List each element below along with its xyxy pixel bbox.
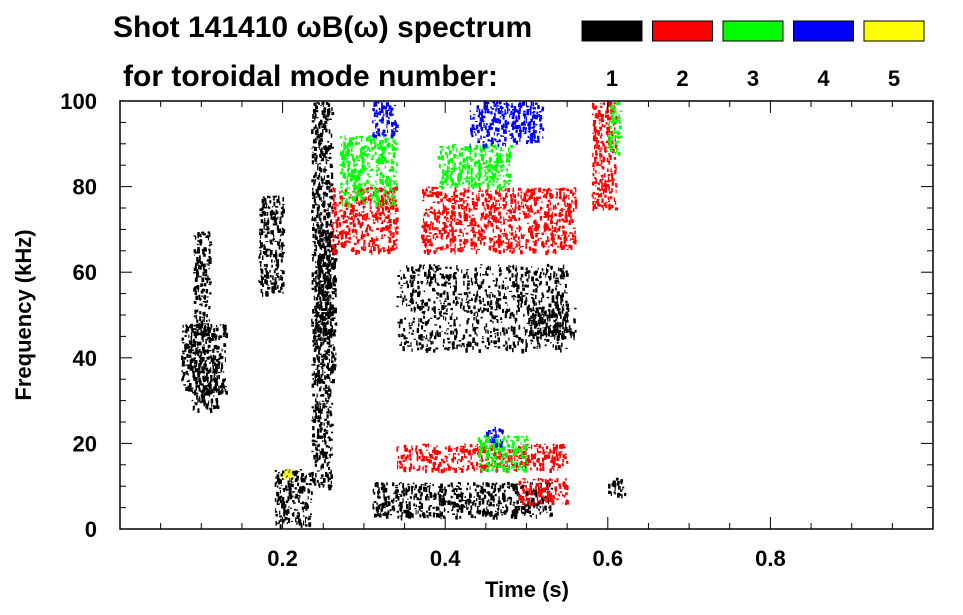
spectrum-region — [372, 481, 554, 521]
spectrum-region — [608, 101, 623, 156]
y-tick-label: 0 — [85, 517, 97, 542]
y-tick-label: 40 — [73, 346, 97, 371]
legend-swatch-mode-2 — [652, 20, 713, 42]
x-tick-label: 0.6 — [593, 546, 624, 571]
spectrum-region — [258, 195, 286, 297]
legend-label-mode-1: 1 — [606, 66, 618, 91]
chart-subtitle: for toroidal mode number: — [123, 60, 498, 93]
x-tick-label: 0.2 — [267, 546, 298, 571]
spectrum-region — [437, 143, 513, 192]
spectrum-region — [485, 426, 504, 448]
spectrum-region — [518, 477, 569, 507]
plot-area: 0.2 0.4 0.6 0.8 0 20 40 60 80 100 — [60, 89, 934, 571]
y-tick-label: 80 — [73, 175, 97, 200]
spectrum-region — [608, 477, 627, 499]
chart-title: Shot 141410 ωB(ω) spectrum — [113, 11, 532, 44]
spectrum-region — [189, 358, 220, 413]
x-tick-label: 0.4 — [430, 546, 461, 571]
x-tick-label: 0.8 — [755, 546, 786, 571]
legend-label-mode-2: 2 — [676, 66, 688, 91]
legend-swatch-mode-4 — [793, 20, 854, 42]
legend: 1 2 3 4 5 — [581, 20, 925, 91]
legend-label-mode-3: 3 — [747, 66, 759, 91]
spectrum-region — [527, 307, 577, 341]
spectrum-region — [274, 469, 313, 529]
y-axis-label: Frequency (kHz) — [11, 229, 36, 400]
y-tick-label: 20 — [73, 431, 97, 456]
series-mode-4 — [372, 101, 545, 448]
y-tick-label: 100 — [60, 89, 97, 114]
spectrum-region — [469, 101, 545, 149]
spectrum-region — [339, 135, 398, 208]
x-axis-label: Time (s) — [485, 577, 569, 602]
spectrum-region — [193, 231, 213, 339]
spectrum-region — [421, 186, 578, 256]
legend-swatch-mode-1 — [581, 20, 643, 42]
spectrum-region — [372, 101, 399, 138]
axis-ticks: 0.2 0.4 0.6 0.8 0 20 40 60 80 100 — [60, 89, 933, 571]
spectrum-region — [315, 229, 338, 384]
spectrum-region — [477, 434, 530, 474]
spectrum-region — [283, 469, 294, 481]
legend-label-mode-4: 4 — [817, 66, 830, 91]
series-mode-1 — [181, 101, 627, 529]
legend-label-mode-5: 5 — [888, 66, 900, 91]
series-mode-3 — [339, 101, 623, 474]
series-mode-5 — [283, 469, 294, 481]
legend-swatch-mode-5 — [863, 20, 925, 42]
y-tick-label: 60 — [73, 260, 97, 285]
spectrum-points — [181, 101, 627, 529]
spectrum-region — [396, 263, 569, 354]
legend-swatch-mode-3 — [722, 20, 784, 42]
